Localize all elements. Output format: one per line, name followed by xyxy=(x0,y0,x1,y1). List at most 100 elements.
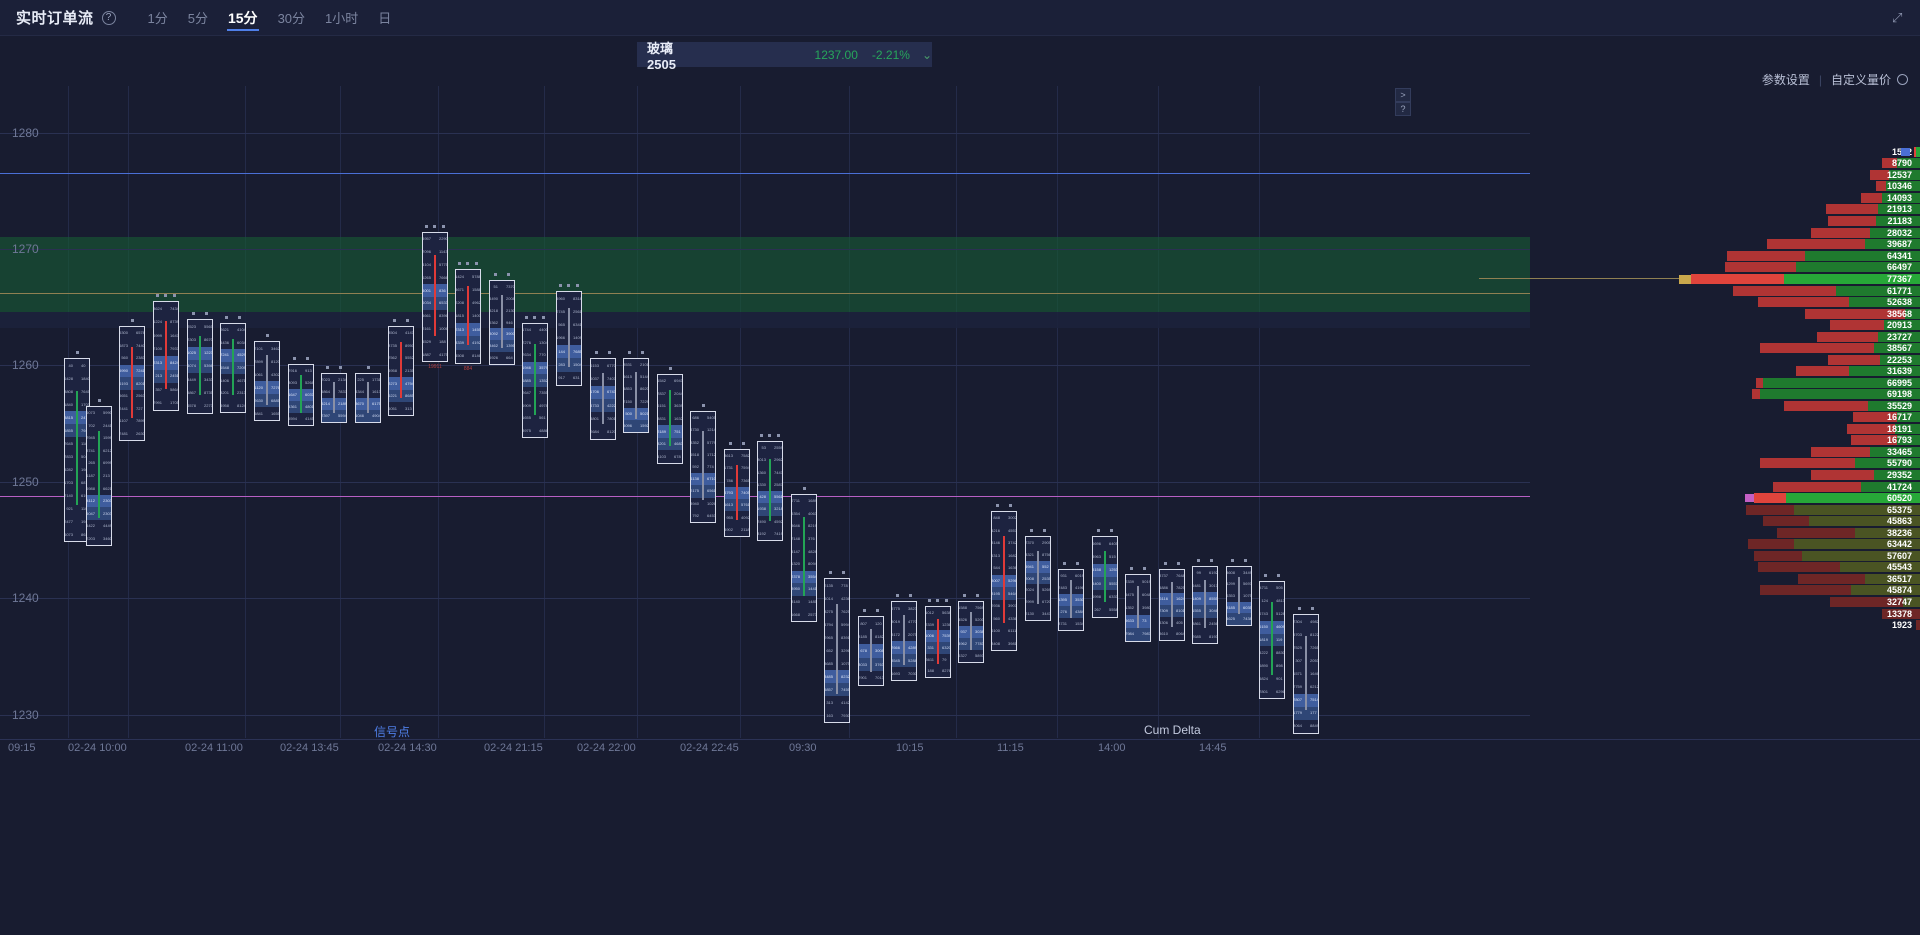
question-circle-icon[interactable]: ? xyxy=(101,10,116,25)
footprint-candle[interactable]: 3608 3449 4299 5697 6353 1075 3185 6035 4625 7438 xyxy=(1226,559,1252,626)
volume-profile-row[interactable]: 18191 xyxy=(1410,424,1920,434)
footprint-candle[interactable]: 5300 6578 6873 7440 560 2383 5990 7241 6193 8201 5… xyxy=(119,319,145,441)
volume-profile-row[interactable]: 16793 xyxy=(1410,435,1920,445)
volume-profile-row[interactable]: 35529 xyxy=(1410,401,1920,411)
chart-plot-area[interactable]: 1280 1270 1260 1250 1240 1230 40 40 6428 1840 8808… xyxy=(0,86,1530,738)
footprint-candle[interactable]: 1012 5638 2339 1236 1006 7539 331 6320 3611 79 188… xyxy=(925,599,951,678)
footprint-candle[interactable]: 6153 6770 6037 7407 1706 6743 4733 4222 4801 7801… xyxy=(590,351,616,440)
footprint-candle[interactable]: 1744 4400 7276 1304 7634 770 1946 3579 6885 1352 2… xyxy=(522,316,548,438)
footprint-candle[interactable]: 7916 913 3093 5268 1647 6037 4361 4801 5594 4145 xyxy=(288,357,314,426)
volume-profile-row[interactable]: 8790 xyxy=(1410,158,1920,168)
footprint-candle[interactable]: 7304 4982 5703 8122 7525 7265 307 2053 1571 1646 7… xyxy=(1293,607,1319,734)
footprint-candle[interactable]: 686 5405 4730 1214 3352 5779 6518 1712 592 774 113… xyxy=(690,404,716,523)
footprint-candle[interactable]: 5775 3823 8019 4770 3172 2075 7666 4289 3545 5288… xyxy=(891,594,917,681)
volume-profile-row[interactable]: 16717 xyxy=(1410,412,1920,422)
instrument-pill[interactable]: 玻璃2505 1237.00 -2.21% ⌄ xyxy=(637,41,932,72)
volume-profile-row[interactable]: 66995 xyxy=(1410,378,1920,388)
footprint-candle[interactable]: 6696 6405 3963 515 4158 1253 4400 5557 6998 6333 2… xyxy=(1092,529,1118,618)
footprint-candle[interactable]: 2339 5019 5475 6048 1352 3980 5633 73 7984 7987 xyxy=(1125,567,1151,642)
volume-profile-row[interactable]: 61771 xyxy=(1410,286,1920,296)
footprint-candle[interactable]: 51 7370 4490 2008 8218 2130 5362 946 8092 3900 346… xyxy=(489,273,515,365)
signal-point-label[interactable]: 信号点 xyxy=(374,725,411,739)
footprint-candle[interactable]: 1588 7569 4526 5200 937 3038 4962 7783 6327 5893 xyxy=(958,594,984,663)
volume-profile-row[interactable]: 57607 xyxy=(1410,551,1920,561)
footprint-candle[interactable]: 807 120 8185 8182 678 3008 3033 3763 7901 7013 xyxy=(858,609,884,686)
volume-profile-row[interactable]: 64341 xyxy=(1410,251,1920,261)
volume-profile-row[interactable]: 55790 xyxy=(1410,458,1920,468)
sell-volume-bar xyxy=(1752,389,1761,399)
custom-volume-price-button[interactable]: 自定义量价 xyxy=(1830,73,1891,87)
footprint-candle[interactable]: 4960 8318 2745 2561 565 6341 1966 1409 144 7685 28… xyxy=(556,284,582,386)
volume-profile-row[interactable]: 45543 xyxy=(1410,562,1920,572)
volume-profile-row[interactable]: 38236 xyxy=(1410,528,1920,538)
param-settings-button[interactable]: 参数设置 xyxy=(1761,73,1810,87)
volume-profile-row[interactable]: 1923 xyxy=(1410,620,1920,630)
volume-profile-row[interactable]: 39687 xyxy=(1410,239,1920,249)
volume-profile-row[interactable]: 23727 xyxy=(1410,332,1920,342)
timeframe-tab-1[interactable]: 5分 xyxy=(187,11,208,26)
volume-profile-row[interactable]: 63442 xyxy=(1410,539,1920,549)
footprint-candle[interactable]: 7023 2134 5864 7837 5214 2189 7397 5594 xyxy=(321,366,347,423)
timeframe-tab-3[interactable]: 30分 xyxy=(277,11,306,26)
volume-profile-row[interactable]: 65375 xyxy=(1410,505,1920,515)
volume-profile-row[interactable]: 29352 xyxy=(1410,470,1920,480)
volume-profile-row[interactable]: 1572 xyxy=(1410,147,1920,157)
volume-profile-row[interactable]: 36517 xyxy=(1410,574,1920,584)
footprint-candle[interactable]: 225 1731 4344 1613 8670 6175 1046 4904 xyxy=(355,366,381,423)
volume-profile-row[interactable]: 66497 xyxy=(1410,262,1920,272)
volume-profile-row[interactable]: 21913 xyxy=(1410,204,1920,214)
expand-icon[interactable]: ⤢ xyxy=(1892,10,1903,25)
footprint-candle[interactable]: 8504 4147 8735 8950 7562 5552 5958 2135 2273 4794… xyxy=(388,319,414,416)
footprint-candle[interactable]: 7711 1689 5354 4063 8646 8219 7148 376 4147 4828 1… xyxy=(791,487,817,622)
clock-icon[interactable] xyxy=(1897,74,1908,85)
timeframe-tab-5[interactable]: 日 xyxy=(378,11,392,26)
volume-profile-row[interactable]: 28032 xyxy=(1410,228,1920,238)
volume-profile-row[interactable]: 32747 xyxy=(1410,597,1920,607)
footprint-candle[interactable]: 2523 5565 2303 8670 1025 1223 4074 5398 4449 3433… xyxy=(187,312,213,414)
volume-profile-row[interactable]: 33465 xyxy=(1410,447,1920,457)
volume-profile-row[interactable]: 52638 xyxy=(1410,297,1920,307)
footprint-candle[interactable]: 3613 7582 1731 7594 786 7365 4793 7405 1613 5761 9… xyxy=(724,442,750,537)
footprint-candle[interactable]: 3531 2101 4615 5144 4853 8620 7150 7229 500 5021 5… xyxy=(623,351,649,433)
footprint-candle[interactable]: 8624 7434 1224 8739 6999 1647 7100 7937 2313 8424… xyxy=(153,294,179,411)
volume-profile-row[interactable]: 10346 xyxy=(1410,181,1920,191)
footprint-candle[interactable]: 3737 7648 4886 7825 6116 1624 7309 8101 4306 405 3… xyxy=(1159,562,1185,641)
chevron-down-icon[interactable]: ⌄ xyxy=(921,47,932,62)
marker-dot xyxy=(1009,504,1012,507)
footprint-candle[interactable]: 4957 2290 7096 1143 4104 5775 6265 7666 4001 836 6… xyxy=(422,225,448,370)
volume-profile-row[interactable]: 38567 xyxy=(1410,343,1920,353)
volume-profile-row[interactable]: 69198 xyxy=(1410,389,1920,399)
footprint-candle[interactable]: 2621 4104 4436 6034 7241 4529 6548 7209 1406 4671… xyxy=(220,316,246,413)
footprint-candle[interactable]: 848 3002 4216 4557 8146 3742 4313 1682 544 1636 80… xyxy=(991,504,1017,651)
footprint-candle[interactable]: 7370 2905 3321 8756 5941 552 2008 2535 2024 5269 2… xyxy=(1025,529,1051,621)
footprint-candle[interactable]: 1424 5788 4671 1588 2208 4962 1815 1400 2313 1455… xyxy=(455,262,481,372)
help-button[interactable]: ? xyxy=(1395,102,1411,116)
volume-profile-row[interactable]: 21183 xyxy=(1410,216,1920,226)
volume-profile-row[interactable]: 12537 xyxy=(1410,170,1920,180)
volume-profile-row[interactable]: 14093 xyxy=(1410,193,1920,203)
volume-profile-row[interactable]: 45874 xyxy=(1410,585,1920,595)
volume-profile-row[interactable]: 13378 xyxy=(1410,609,1920,619)
footprint-candle[interactable]: 7101 3462 7899 8120 1061 4302 1120 7276 2630 6885… xyxy=(254,334,280,421)
volume-profile-row[interactable]: 31639 xyxy=(1410,366,1920,376)
volume-profile-row[interactable]: 38568 xyxy=(1410,309,1920,319)
footprint-candle[interactable]: 4711 505 124 4813 6743 5128 6150 4609 1819 119 422… xyxy=(1259,574,1285,699)
footprint-candle[interactable]: 2135 778 4014 4236 3275 7625 4794 5994 2965 8391 6… xyxy=(824,571,850,723)
volume-profile-row[interactable]: 22253 xyxy=(1410,355,1920,365)
volume-profile-row[interactable]: 41724 xyxy=(1410,482,1920,492)
candle-body-bar xyxy=(1137,586,1139,628)
volume-profile-row[interactable]: 60520 xyxy=(1410,493,1920,503)
footprint-candle[interactable]: 53 2559 8013 2962 1360 7447 1330 2587 428 5561 193… xyxy=(757,434,783,541)
footprint-candle[interactable]: 1542 6943 7837 2044 6151 3639 3831 1632 2189 751 8… xyxy=(657,367,683,464)
volume-profile-row[interactable]: 45863 xyxy=(1410,516,1920,526)
volume-profile-row[interactable]: 77367 xyxy=(1410,274,1920,284)
volume-profile-row[interactable]: 20913 xyxy=(1410,320,1920,330)
footprint-candle[interactable]: 6073 5990 702 2441 7945 1599 8741 6212 265 6999 11… xyxy=(86,399,112,546)
timeframe-tab-0[interactable]: 1分 xyxy=(147,11,168,26)
timeframe-tab-4[interactable]: 1小时 xyxy=(325,11,359,26)
footprint-candle[interactable]: 99 6192 6481 3017 1409 8555 1555 3046 3861 2456 76… xyxy=(1192,559,1218,644)
footprint-candle[interactable]: 931 6019 7483 4196 1395 3530 276 4384 8731 1534 xyxy=(1058,562,1084,631)
next-button[interactable]: > xyxy=(1395,88,1411,102)
timeframe-tab-2[interactable]: 15分 xyxy=(218,0,268,36)
